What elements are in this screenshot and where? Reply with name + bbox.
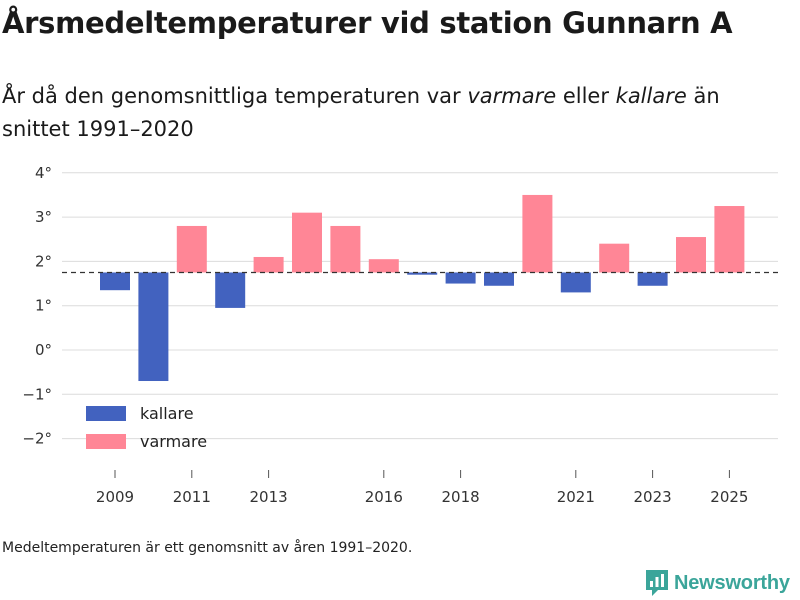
grid-layer [62, 172, 778, 440]
bar-2015[interactable] [330, 225, 361, 273]
x-tick-label: 2021 [557, 488, 595, 506]
axis-layer: 4° 3° 2° 1° 0° −1° −2° 2009 2011 2013 2016 2018 2021… [22, 164, 748, 506]
subtitle-text-start: År då den genomsnittliga temperaturen va… [2, 84, 468, 108]
subtitle-warm-word: varmare [467, 84, 557, 108]
subtitle-cold-word: kallare [615, 84, 687, 108]
bar-2010[interactable] [138, 272, 169, 382]
bar-2020[interactable] [522, 194, 553, 273]
legend-swatch-warm[interactable] [86, 434, 126, 449]
brand-name: Newsworthy [674, 571, 790, 594]
newsworthy-logo[interactable]: Newsworthy [644, 568, 790, 598]
x-tick-label: 2016 [365, 488, 403, 506]
newsworthy-chart-icon [646, 570, 668, 596]
y-tick-label: −2° [22, 430, 52, 448]
bars-layer [100, 194, 745, 382]
legend-swatch-cold[interactable] [86, 406, 126, 421]
subtitle-text-end: än snittet 1991–2020 [2, 84, 720, 141]
bar-2009[interactable] [100, 272, 130, 291]
legend-label-cold[interactable]: kallare [140, 404, 194, 423]
x-tick-label: 2025 [710, 488, 748, 506]
bar-2014[interactable] [292, 212, 322, 273]
bar-2023[interactable] [637, 272, 668, 286]
y-tick-label: 4° [35, 164, 52, 182]
temperature-bar-chart: 4° 3° 2° 1° 0° −1° −2° 2009 2011 2013 2016 2018 2021… [22, 164, 778, 506]
footnote: Medeltemperaturen är ett genomsnitt av å… [2, 540, 413, 556]
bar-2017[interactable] [407, 272, 438, 275]
bar-2012[interactable] [215, 272, 246, 308]
bar-2024[interactable] [676, 237, 706, 273]
chart-title: Årsmedeltemperaturer vid station Gunnarn… [2, 6, 733, 40]
x-tick-label: 2018 [442, 488, 480, 506]
x-tick-label: 2013 [250, 488, 288, 506]
bar-2019[interactable] [484, 272, 514, 286]
y-tick-label: −1° [22, 385, 52, 403]
bar-2011[interactable] [176, 225, 207, 273]
x-tick-label: 2009 [96, 488, 134, 506]
bar-2021[interactable] [560, 272, 591, 293]
bar-2013[interactable] [253, 256, 284, 273]
legend[interactable]: kallare varmare [86, 404, 207, 451]
x-tick-label: 2023 [634, 488, 672, 506]
x-tick-label: 2011 [173, 488, 211, 506]
y-tick-label: 1° [35, 297, 52, 315]
bar-2022[interactable] [599, 243, 630, 273]
y-tick-label: 2° [35, 252, 52, 270]
y-tick-label: 0° [35, 341, 52, 359]
legend-label-warm[interactable]: varmare [140, 432, 207, 451]
y-tick-label: 3° [35, 208, 52, 226]
bar-2018[interactable] [445, 272, 476, 284]
bar-2025[interactable] [714, 206, 745, 273]
subtitle-text-middle: eller [556, 84, 616, 108]
bar-2016[interactable] [368, 259, 399, 273]
chart-subtitle: År då den genomsnittliga temperaturen va… [2, 80, 782, 146]
